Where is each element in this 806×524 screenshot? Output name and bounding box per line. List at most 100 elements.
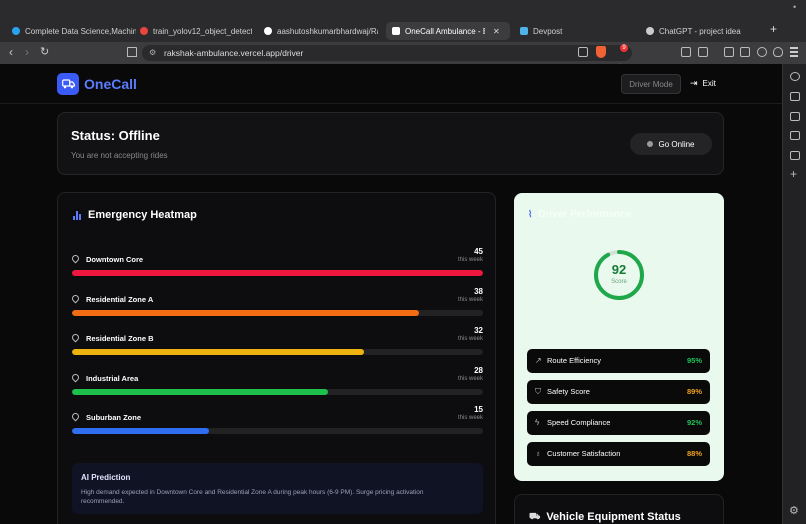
new-tab-button[interactable]: + [770, 22, 778, 36]
tab-github[interactable]: aashutoshkumarbhardwaj/Raksh [264, 22, 378, 40]
ai-prediction-title: AI Prediction [81, 473, 131, 482]
exit-button[interactable]: ⇥ Exit [690, 78, 716, 88]
driver-mode-button[interactable]: Driver Mode [621, 74, 681, 94]
performance-metric-row: ⛉ Safety Score 89% [527, 380, 710, 404]
zone-bar-fill [72, 270, 483, 276]
zone-name: Residential Zone A [86, 295, 154, 304]
vpn-icon[interactable] [773, 47, 783, 57]
zone-bar-track [72, 349, 483, 355]
tab-devpost[interactable]: Devpost [520, 22, 630, 40]
telegram-icon [12, 27, 20, 35]
trend-up-icon: ↗ [535, 356, 542, 365]
tab-search-icon[interactable]: • [793, 2, 797, 12]
app-header: OneCall Driver Mode ⇥ Exit [0, 64, 782, 104]
map-pin-icon [70, 253, 81, 264]
browser-tab-bar: Complete Data Science,Machin train_yolov… [0, 0, 806, 42]
map-pin-icon [70, 293, 81, 304]
colab-icon [140, 27, 148, 35]
url-field[interactable]: ⚙ rakshak-ambulance.vercel.app/driver [142, 45, 632, 61]
zone-name: Industrial Area [86, 374, 139, 383]
zone-bar-track [72, 310, 483, 316]
zone-name: Residential Zone B [86, 334, 154, 343]
tab-train-yolo[interactable]: train_yolov12_object_detection [140, 22, 252, 40]
ambulance-logo-icon[interactable] [57, 73, 79, 95]
performance-metric-row: ♁ Customer Satisfaction 88% [527, 442, 710, 466]
wallet-side-icon[interactable] [790, 112, 800, 121]
zone-name: Downtown Core [86, 255, 144, 264]
share-icon[interactable] [578, 47, 588, 57]
zone-bar-fill [72, 310, 419, 316]
heatmap-title: Emergency Heatmap [73, 209, 197, 221]
zone-bar-track [72, 389, 483, 395]
add-panel-icon[interactable]: + [790, 167, 798, 181]
performance-metric-row: ↗ Route Efficiency 95% [527, 349, 710, 373]
vehicle-equipment-card: ⛟ Vehicle Equipment Status [514, 494, 724, 524]
metric-value: 92% [686, 418, 702, 427]
heatmap-zone-row: Residential Zone A 38 this week [70, 287, 483, 323]
leo-icon[interactable] [757, 47, 767, 57]
heatmap-zone-row: Downtown Core 45 this week [70, 247, 483, 283]
media-icon[interactable] [698, 47, 708, 57]
tab-onecall[interactable]: OneCall Ambulance - Emerg ✕ [386, 22, 510, 40]
metric-value: 88% [686, 449, 702, 458]
forward-icon[interactable]: › [25, 45, 29, 59]
zone-bar-track [72, 428, 483, 434]
extensions-icon[interactable] [681, 47, 691, 57]
tab-data-science[interactable]: Complete Data Science,Machin [12, 22, 136, 40]
wallet-icon[interactable] [740, 47, 750, 57]
status-card: Status: Offline You are not accepting ri… [57, 112, 724, 175]
score-ring-progress [594, 250, 644, 300]
tab-chatgpt[interactable]: ChatGPT - project idea [646, 22, 764, 40]
leo-ai-icon[interactable] [790, 72, 800, 81]
heatmap-zone-row: Industrial Area 28 this week [70, 366, 483, 402]
back-icon[interactable]: ‹ [9, 45, 13, 59]
zone-period: this week [457, 257, 483, 263]
reload-icon[interactable]: ↻ [40, 46, 50, 58]
app-page: OneCall Driver Mode ⇥ Exit Status: Offli… [0, 64, 782, 524]
metric-label: Safety Score [547, 387, 590, 396]
map-pin-icon [70, 372, 81, 383]
zone-count: 45 [474, 247, 483, 256]
site-info-icon[interactable]: ⚙ [149, 48, 157, 57]
menu-icon[interactable] [790, 47, 798, 57]
logout-icon: ⇥ [690, 78, 698, 88]
performance-title: ⌇ Driver Performance [528, 209, 632, 220]
devpost-icon [520, 27, 528, 35]
history-side-icon[interactable] [790, 151, 800, 160]
performance-metric-row: ϟ Speed Compliance 92% [527, 411, 710, 435]
zone-bar-fill [72, 349, 365, 355]
bookmark-icon[interactable] [127, 47, 137, 57]
metric-label: Speed Compliance [547, 418, 611, 427]
status-dot-icon [647, 141, 654, 147]
brave-shields-icon[interactable] [596, 46, 606, 58]
chatgpt-icon [646, 27, 654, 35]
driver-performance-card: ⌇ Driver Performance 92 Score ↗ Route Eff… [514, 193, 724, 481]
heatmap-zone-row: Suburban Zone 15 this week [70, 405, 483, 441]
metric-label: Customer Satisfaction [547, 449, 621, 458]
bookmarks-side-icon[interactable] [790, 131, 800, 140]
brave-rewards-icon[interactable]: 9 [614, 44, 628, 74]
zone-period: this week [457, 376, 483, 382]
settings-gear-icon[interactable]: ⚙ [789, 505, 799, 517]
zone-period: this week [457, 297, 483, 303]
status-subtitle: You are not accepting rides [71, 151, 168, 160]
metric-value: 89% [686, 387, 702, 396]
zone-count: 15 [474, 405, 483, 414]
heatmap-zone-row: Residential Zone B 32 this week [70, 326, 483, 362]
zone-name: Suburban Zone [86, 413, 141, 422]
zone-period: this week [457, 415, 483, 421]
metric-label: Route Efficiency [547, 356, 602, 365]
zone-count: 32 [474, 326, 483, 335]
zone-bar-fill [72, 428, 209, 434]
reading-list-icon[interactable] [790, 92, 800, 101]
sidebar-icon[interactable] [724, 47, 734, 57]
vehicle-title: ⛟ Vehicle Equipment Status [529, 511, 681, 523]
go-online-button[interactable]: Go Online [630, 133, 712, 155]
emergency-heatmap-card: Emergency Heatmap Downtown Core 45 this we… [57, 192, 496, 524]
status-title: Status: Offline [71, 128, 160, 143]
score-ring [594, 250, 644, 300]
truck-icon: ⛟ [529, 511, 541, 521]
score-label: Score [611, 279, 627, 285]
close-tab-icon[interactable]: ✕ [493, 26, 500, 36]
brand-name[interactable]: OneCall [84, 76, 137, 92]
